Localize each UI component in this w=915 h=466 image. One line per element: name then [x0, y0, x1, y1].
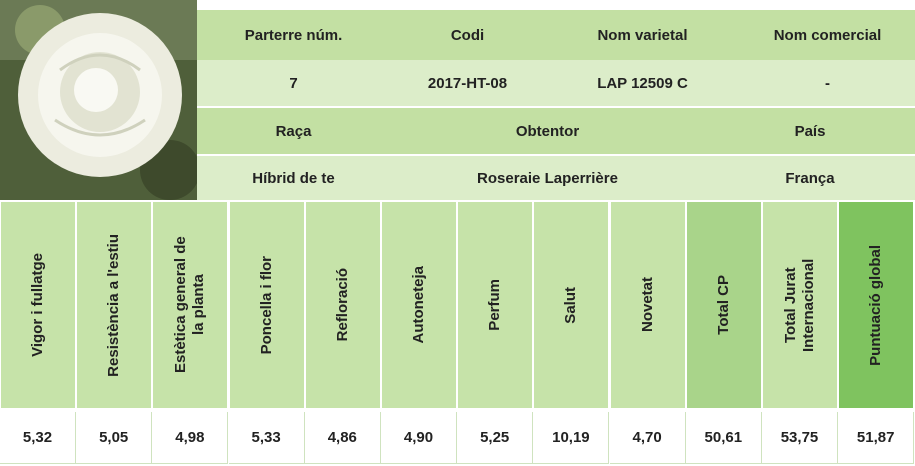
score-label: Estètica general de la planta: [172, 235, 208, 375]
info-value: Roseraie Laperrière: [390, 156, 705, 200]
score-value: 53,75: [762, 412, 838, 464]
info-label: Nom comercial: [740, 10, 915, 60]
info-value: -: [740, 60, 915, 106]
score-header: Novetat: [611, 202, 685, 408]
info-value: 2017-HT-08: [390, 60, 545, 106]
score-header: Estètica general de la planta: [153, 202, 227, 408]
score-value: 10,19: [533, 412, 609, 464]
info-value: 7: [197, 60, 390, 106]
score-value: 5,05: [76, 412, 152, 464]
info-value: Híbrid de te: [197, 156, 390, 200]
score-value: 5,33: [229, 412, 305, 464]
score-value: 50,61: [686, 412, 762, 464]
info-value: LAP 12509 C: [545, 60, 740, 106]
score-header: Resistència a l'estiu: [77, 202, 151, 408]
info-label: País: [705, 108, 915, 154]
score-label: Puntuació global: [867, 245, 885, 366]
info-label: Raça: [197, 108, 390, 154]
score-label: Autoneteja: [410, 266, 428, 344]
score-header: Poncella i flor: [230, 202, 304, 408]
info-label: Codi: [390, 10, 545, 60]
score-label: Total CP: [715, 275, 733, 335]
score-label: Vigor i fullatge: [29, 253, 47, 357]
score-value: 5,32: [0, 412, 76, 464]
score-label: Refloració: [334, 268, 352, 341]
info-value: França: [705, 156, 915, 200]
info-label: Nom varietal: [545, 10, 740, 60]
score-header: Salut: [534, 202, 608, 408]
score-value: 5,25: [457, 412, 533, 464]
rose-card: Parterre núm.CodiNom varietalNom comerci…: [0, 0, 915, 466]
score-label: Total Jurat Internacional: [782, 235, 818, 375]
score-header: Refloració: [306, 202, 380, 408]
score-value: 51,87: [838, 412, 914, 464]
score-label: Salut: [562, 287, 580, 324]
score-label: Poncella i flor: [258, 256, 276, 354]
score-value: 4,90: [381, 412, 457, 464]
score-label: Novetat: [639, 277, 657, 332]
info-label: Obtentor: [390, 108, 705, 154]
info-label: Parterre núm.: [197, 10, 390, 60]
score-label: Perfum: [486, 279, 504, 331]
score-value: 4,98: [152, 412, 228, 464]
score-header: Puntuació global: [839, 202, 913, 408]
score-header: Vigor i fullatge: [1, 202, 75, 408]
score-label: Resistència a l'estiu: [105, 234, 123, 377]
score-header: Autoneteja: [382, 202, 456, 408]
rose-photo: [0, 0, 197, 200]
score-value: 4,70: [610, 412, 686, 464]
score-value: 4,86: [305, 412, 381, 464]
score-header: Total CP: [687, 202, 761, 408]
score-header: Total Jurat Internacional: [763, 202, 837, 408]
score-header: Perfum: [458, 202, 532, 408]
